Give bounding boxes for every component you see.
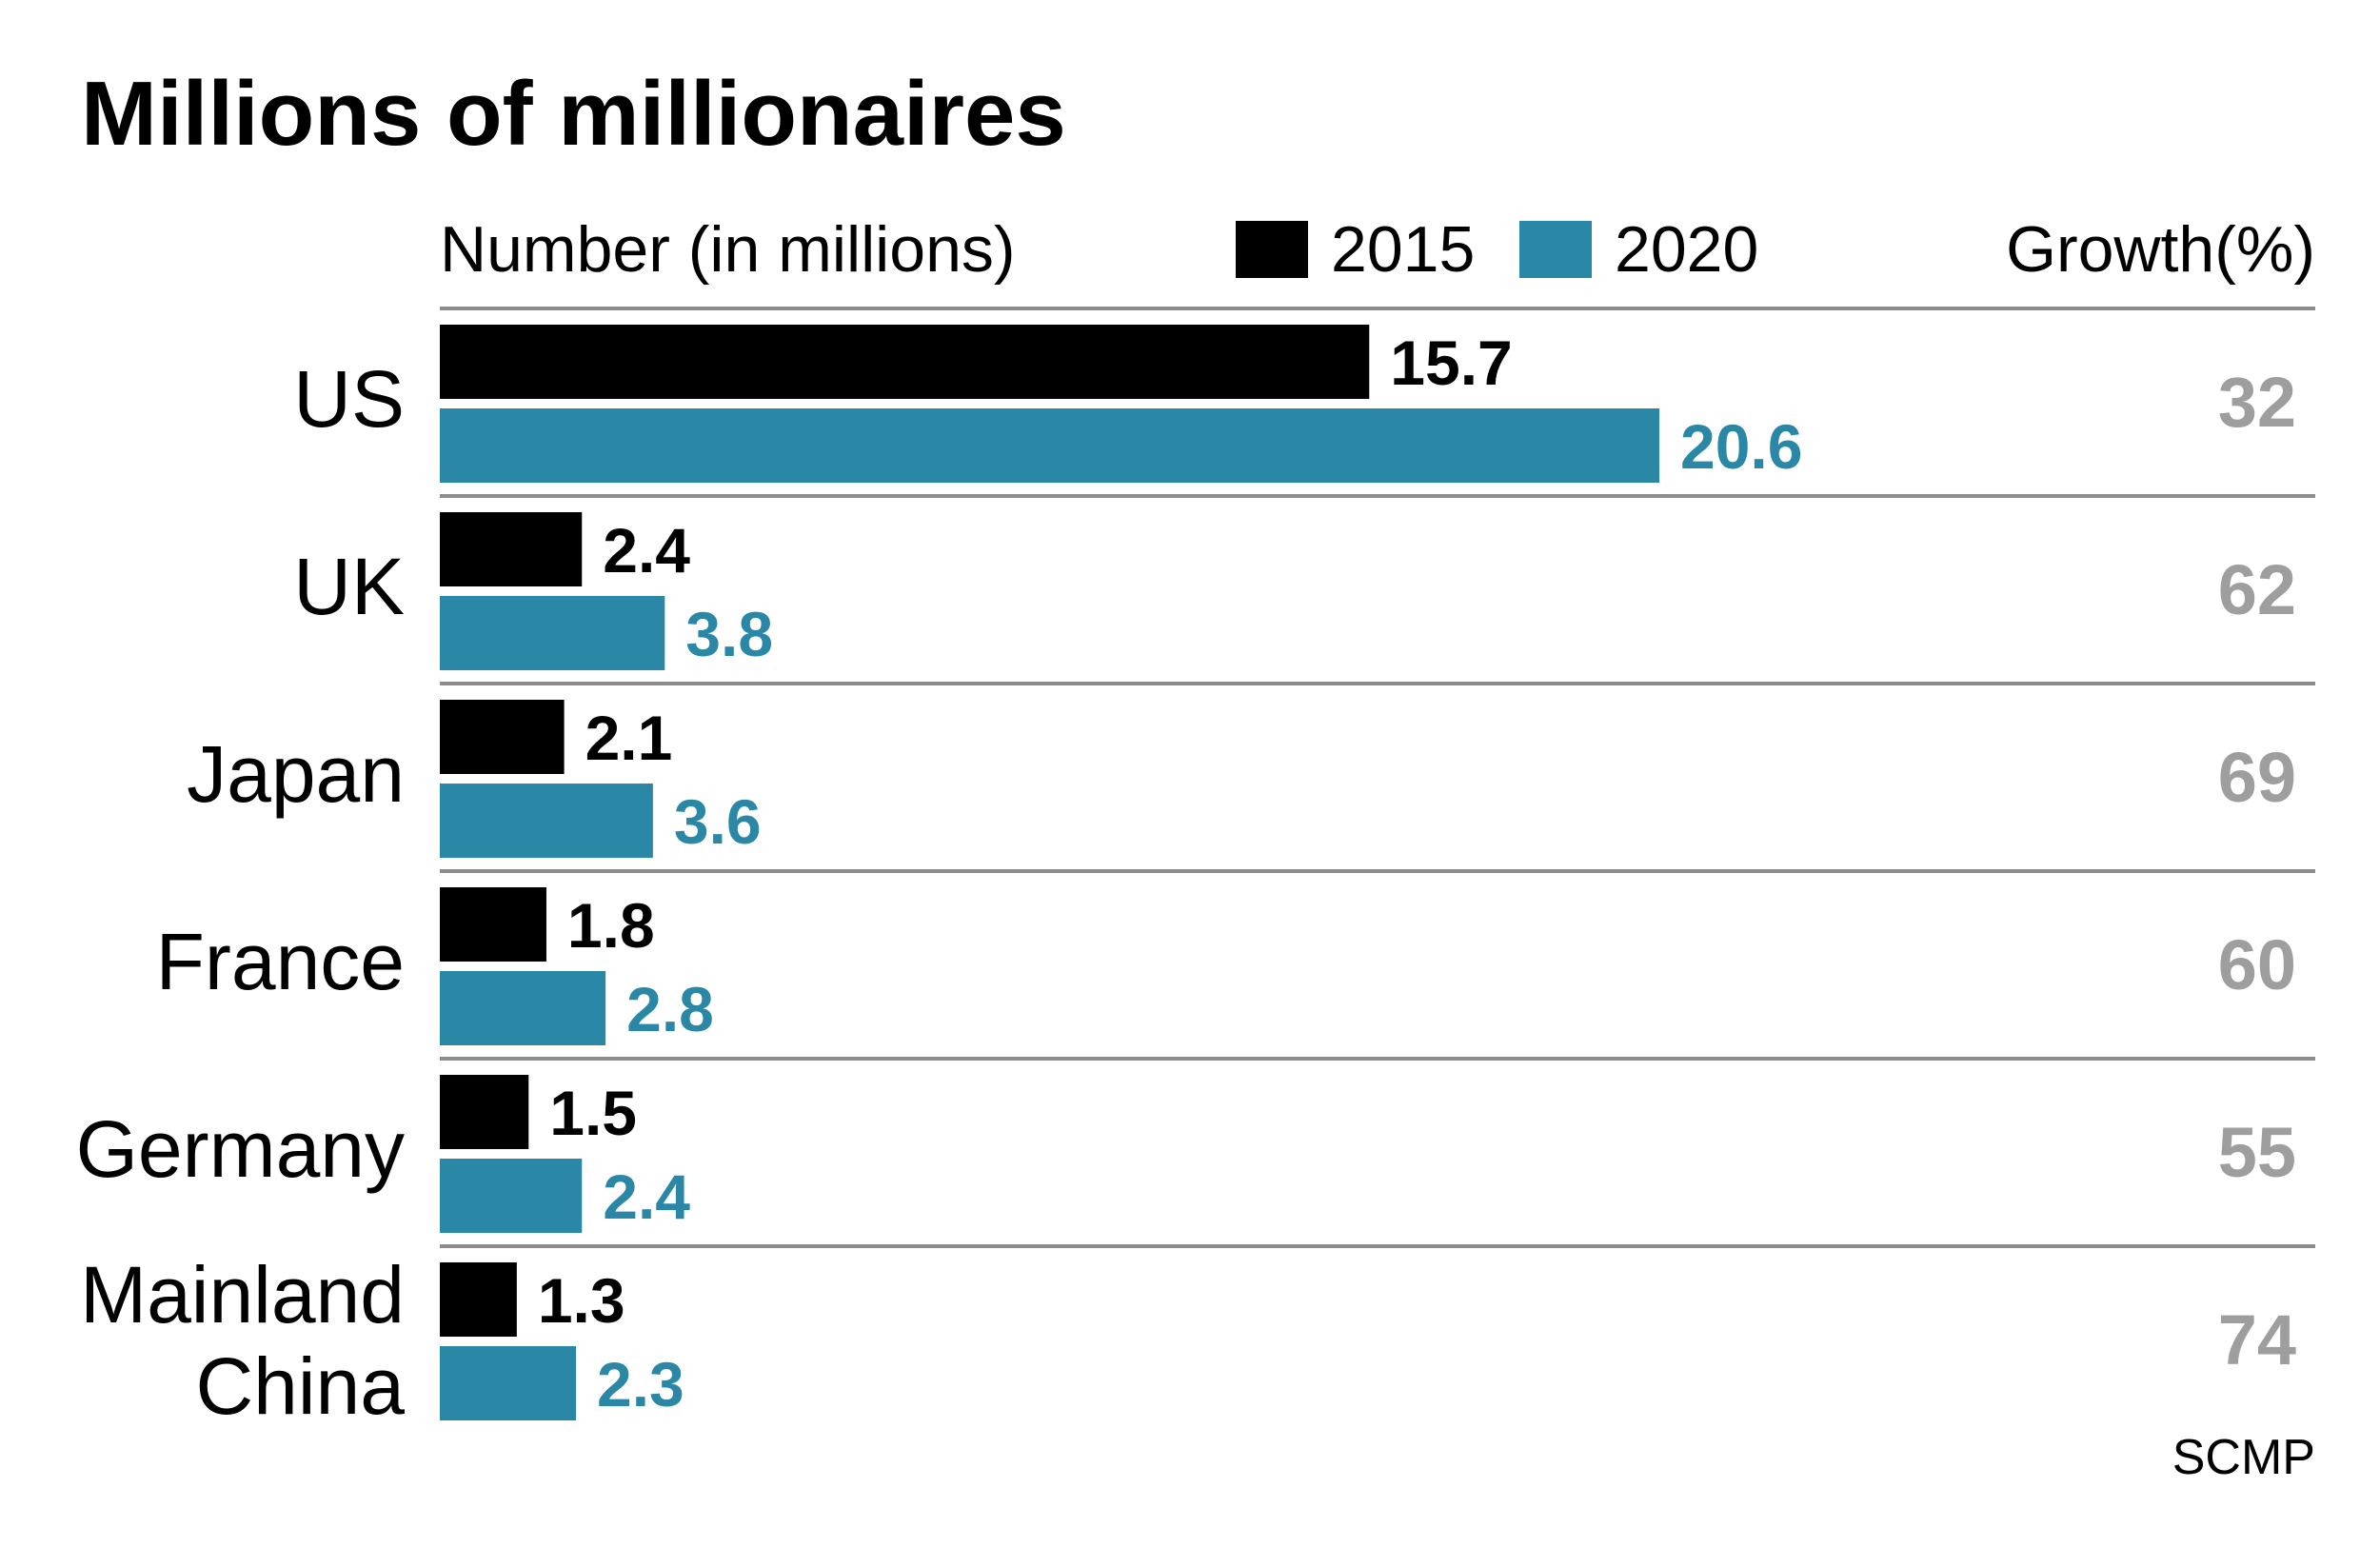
growth-value: 74 (2218, 1300, 2296, 1379)
bar-2015 (440, 887, 546, 962)
category-label: UK (293, 542, 405, 631)
row-separators (440, 307, 2315, 1248)
data-label-2015: 15.7 (1390, 327, 1512, 398)
legend-label-2020: 2020 (1615, 213, 1758, 286)
growth-value: 60 (2218, 925, 2296, 1004)
bar-2015 (440, 1262, 517, 1337)
bar-2020 (440, 1159, 583, 1233)
bar-2020 (440, 596, 665, 670)
bar-2020 (440, 971, 606, 1045)
row-japan: Japan 2.13.6 69 (187, 700, 2296, 858)
bar-2015 (440, 325, 1370, 399)
row-us: US 15.7 20.6 32 (293, 325, 2296, 483)
bar-2020 (440, 784, 653, 858)
category-label: Germany (76, 1104, 405, 1194)
row-germany: Germany 1.5 2.4 55 (76, 1075, 2296, 1233)
data-label-2020: 3.6 (674, 786, 762, 857)
bar-2020 (440, 1346, 577, 1420)
data-label-2015: 1.5 (549, 1078, 637, 1148)
legend-swatch-2020 (1519, 221, 1592, 278)
source-credit: SCMP (2172, 1430, 2315, 1485)
bar-2020 (440, 408, 1659, 483)
category-label: Mainland China (80, 1250, 405, 1431)
chart-rows: US 15.7 20.6 32 UK 2.4 3.8 62 Japan 2.13.6 69 Franc… (76, 325, 2296, 1431)
legend: 2015 2020 (1236, 213, 1758, 286)
category-label: Japan (187, 729, 405, 819)
data-label-2020: 3.8 (685, 599, 773, 669)
growth-value: 55 (2218, 1113, 2296, 1192)
bar-2015 (440, 1075, 529, 1149)
data-label-2020: 2.8 (626, 974, 714, 1044)
growth-value: 62 (2218, 550, 2296, 629)
row-uk: UK 2.4 3.8 62 (293, 512, 2296, 670)
row-france: France 1.8 2.8 60 (156, 887, 2296, 1045)
row-mainland-china: Mainland China 1.3 2.3 74 (80, 1250, 2296, 1431)
data-label-2015: 2.1 (585, 703, 673, 773)
chart-subtitle: Number (in millions) (440, 213, 1016, 286)
category-label: France (156, 917, 405, 1006)
bar-2015 (440, 512, 583, 586)
growth-column-header: Growth(%) (2006, 213, 2315, 286)
data-label-2015: 1.3 (538, 1265, 625, 1336)
data-label-2020: 2.4 (603, 1161, 690, 1232)
legend-swatch-2015 (1236, 221, 1308, 278)
growth-value: 32 (2218, 363, 2296, 442)
data-label-2015: 2.4 (603, 515, 690, 585)
chart-title: Millions of millionaires (81, 63, 1066, 165)
legend-label-2015: 2015 (1331, 213, 1475, 286)
data-label-2020: 2.3 (597, 1349, 684, 1419)
growth-value: 69 (2218, 738, 2296, 817)
data-label-2015: 1.8 (567, 890, 655, 961)
category-label: US (293, 354, 405, 444)
bar-2015 (440, 700, 565, 774)
data-label-2020: 20.6 (1680, 411, 1802, 482)
